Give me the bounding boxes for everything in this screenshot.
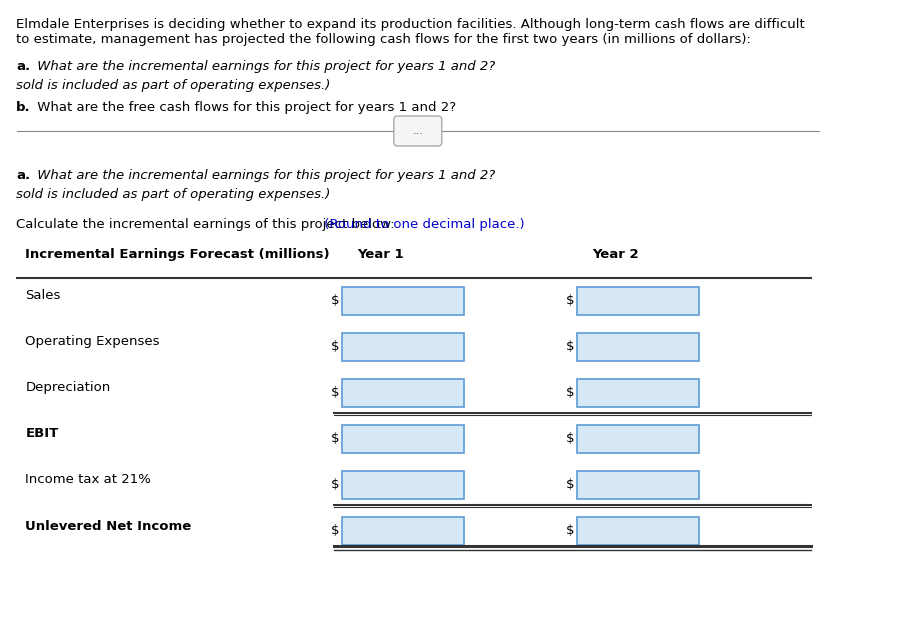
Text: a.: a.	[17, 60, 30, 73]
Text: Sales: Sales	[25, 290, 61, 303]
Text: sold is included as part of operating expenses.): sold is included as part of operating ex…	[17, 188, 330, 201]
FancyBboxPatch shape	[342, 471, 464, 499]
FancyBboxPatch shape	[342, 333, 464, 361]
FancyBboxPatch shape	[342, 379, 464, 407]
Text: What are the incremental earnings for this project for years 1 and 2?: What are the incremental earnings for th…	[32, 60, 495, 73]
Text: b.: b.	[17, 101, 31, 114]
Text: $: $	[331, 433, 340, 446]
Text: $: $	[567, 433, 575, 446]
Text: Depreciation: Depreciation	[25, 381, 111, 394]
FancyBboxPatch shape	[577, 379, 700, 407]
FancyBboxPatch shape	[577, 517, 700, 545]
Text: What are the free cash flows for this project for years 1 and 2?: What are the free cash flows for this pr…	[32, 101, 456, 114]
Text: Operating Expenses: Operating Expenses	[25, 335, 160, 348]
Text: (Round to one decimal place.): (Round to one decimal place.)	[320, 218, 525, 231]
Text: $: $	[331, 525, 340, 538]
Text: $: $	[567, 294, 575, 308]
Text: sold is included as part of operating expenses.): sold is included as part of operating ex…	[17, 79, 330, 92]
Text: Year 2: Year 2	[593, 248, 639, 261]
Text: $: $	[331, 386, 340, 399]
Text: Income tax at 21%: Income tax at 21%	[25, 474, 151, 487]
FancyBboxPatch shape	[577, 425, 700, 453]
Text: Elmdale Enterprises is deciding whether to expand its production facilities. Alt: Elmdale Enterprises is deciding whether …	[17, 18, 805, 46]
Text: Year 1: Year 1	[357, 248, 403, 261]
FancyBboxPatch shape	[577, 333, 700, 361]
Text: $: $	[331, 479, 340, 492]
Text: $: $	[331, 294, 340, 308]
FancyBboxPatch shape	[342, 287, 464, 315]
FancyBboxPatch shape	[577, 287, 700, 315]
Text: $: $	[331, 340, 340, 353]
Text: $: $	[567, 525, 575, 538]
Text: Unlevered Net Income: Unlevered Net Income	[25, 520, 192, 533]
FancyBboxPatch shape	[394, 116, 442, 146]
Text: $: $	[567, 386, 575, 399]
Text: Calculate the incremental earnings of this project below:: Calculate the incremental earnings of th…	[17, 218, 395, 231]
Text: ...: ...	[413, 126, 424, 136]
FancyBboxPatch shape	[342, 517, 464, 545]
Text: EBIT: EBIT	[25, 428, 58, 440]
Text: $: $	[567, 340, 575, 353]
Text: $: $	[567, 479, 575, 492]
FancyBboxPatch shape	[577, 471, 700, 499]
Text: Incremental Earnings Forecast (millions): Incremental Earnings Forecast (millions)	[25, 248, 330, 261]
FancyBboxPatch shape	[342, 425, 464, 453]
Text: What are the incremental earnings for this project for years 1 and 2?: What are the incremental earnings for th…	[32, 169, 495, 182]
Text: a.: a.	[17, 169, 30, 182]
